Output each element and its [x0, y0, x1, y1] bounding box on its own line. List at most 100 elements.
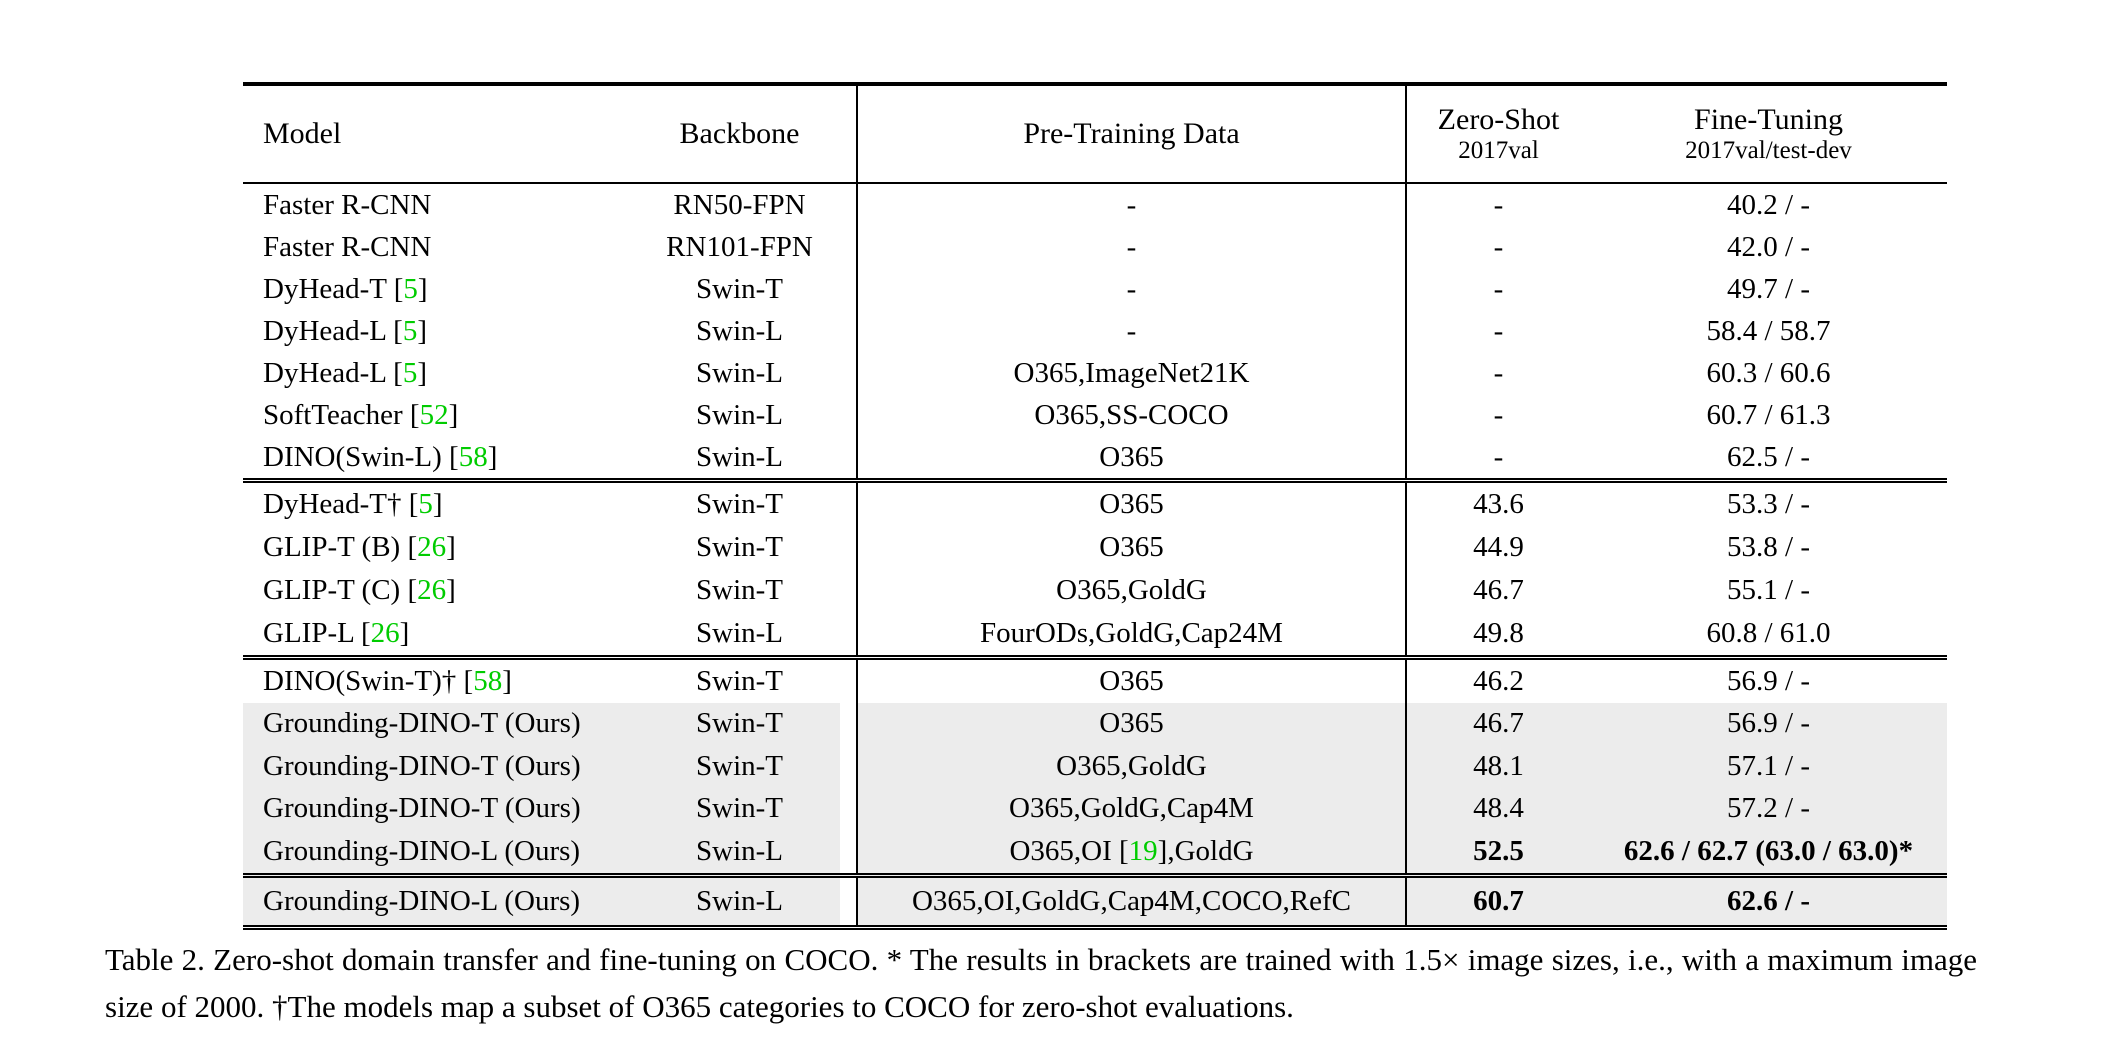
column-sublabel: 2017val [1458, 137, 1539, 164]
column-header-fine-tuning: Fine-Tuning 2017val/test-dev [1590, 84, 1947, 183]
zero-shot-cell: - [1405, 183, 1590, 226]
backbone-cell: Swin-L [623, 875, 857, 927]
pretrain-cell: O365,GoldG [856, 569, 1406, 612]
model-cell: DyHead-L [5] [263, 356, 428, 389]
table-row: DINO(Swin-T)† [58] Swin-T O365 46.2 56.9 / - [243, 657, 1947, 703]
table-row: DyHead-L [5] Swin-L O365,ImageNet21K - 60.3 … [243, 352, 1947, 394]
backbone-cell: Swin-T [696, 574, 783, 606]
table-row: DINO(Swin-L) [58] Swin-L O365- 62.5 / - [243, 436, 1947, 481]
model-cell: Grounding-DINO-T (Ours) [243, 787, 623, 830]
fine-tune-cell: 60.8 / 61.0 [1706, 617, 1831, 649]
fine-tune-cell: 55.1 / - [1727, 574, 1810, 606]
citation-ref: 52 [419, 398, 449, 431]
fine-tune-cell: 62.5 / - [1727, 440, 1810, 473]
backbone-cell: Swin-T [696, 531, 783, 563]
table-row: Faster R-CNN RN50-FPN - - 40.2 / - [243, 183, 1947, 226]
zero-shot-cell: 46.2 [1405, 657, 1590, 703]
model-cell: DyHead-T† [5] [263, 488, 443, 520]
pretrain-cell: O365,GoldG,Cap4M [856, 787, 1406, 830]
column-label: Zero-Shot [1437, 103, 1560, 136]
backbone-cell: Swin-T [696, 488, 783, 520]
pretrain-cell: O365 [856, 436, 1406, 481]
table-row: Grounding-DINO-L (Ours) Swin-L O365,OI,Gol… [243, 875, 1947, 927]
citation-ref: 5 [418, 488, 433, 520]
table-row: GLIP-T (B) [26] Swin-T O365 44.9 53.8 / - [243, 526, 1947, 569]
fine-tune-cell: 56.9 / - [1590, 702, 1947, 745]
table-row: DyHead-T [5] Swin-T - - 49.7 / - [243, 268, 1947, 310]
zero-shot-cell: - [1405, 226, 1590, 268]
citation-ref: 58 [458, 440, 488, 473]
column-header-backbone: Backbone [623, 84, 857, 183]
fine-tune-cell: 40.2 / - [1727, 188, 1810, 221]
table-section: DINO(Swin-T)† [58] Swin-T O365 46.2 56.9 / -… [243, 657, 1947, 875]
pretrain-cell: FourODs,GoldG,Cap24M [856, 612, 1406, 658]
table-row: Faster R-CNN RN101-FPN - - 42.0 / - [243, 226, 1947, 268]
zero-shot-cell: - [1405, 394, 1590, 436]
citation-ref: 26 [370, 617, 400, 649]
table-section: DyHead-T† [5] Swin-T O365 43.6 53.3 / - GLIP-… [243, 480, 1947, 658]
pretrain-cell: - [856, 226, 1406, 268]
table-row: GLIP-T (C) [26] Swin-T O365,GoldG 46.7 55.1 … [243, 569, 1947, 612]
zero-shot-cell: 52.5 [1405, 830, 1590, 875]
citation-ref: 19 [1128, 834, 1158, 867]
fine-tune-cell: 53.3 / - [1727, 488, 1810, 520]
backbone-cell: Swin-L [696, 440, 783, 473]
backbone-cell: Swin-L [696, 617, 783, 649]
backbone-cell: Swin-L [623, 830, 857, 875]
column-label: Pre-Training Data [1023, 117, 1240, 150]
model-cell: Faster R-CNN [263, 230, 432, 263]
model-cell: Grounding-DINO-L (Ours) [243, 875, 623, 927]
citation-ref: 26 [417, 574, 447, 606]
model-cell: SoftTeacher [52] [263, 398, 459, 431]
pretrain-cell: O365 [856, 702, 1406, 745]
table-header: Model Backbone Pre-Training Data Zero-Sh… [243, 84, 1947, 183]
fine-tune-cell: 62.6 / - [1590, 875, 1947, 927]
backbone-cell: Swin-T [623, 787, 857, 830]
column-header-zero-shot: Zero-Shot 2017val [1405, 84, 1590, 183]
model-cell: Faster R-CNN [263, 188, 432, 221]
zero-shot-cell: 48.4 [1405, 787, 1590, 830]
pretrain-cell: O365,SS-COCO [856, 394, 1406, 436]
zero-shot-cell: 46.7 [1405, 702, 1590, 745]
pretrain-cell: O365,OI,GoldG,Cap4M,COCO,RefC [856, 875, 1406, 927]
citation-ref: 58 [473, 664, 503, 697]
backbone-cell: Swin-L [696, 356, 783, 389]
model-cell: DINO(Swin-L) [58] [263, 440, 498, 473]
model-cell: GLIP-T (B) [26] [263, 531, 456, 563]
fine-tune-cell: 62.6 / 62.7 (63.0 / 63.0)* [1590, 830, 1947, 875]
backbone-cell: Swin-L [696, 398, 783, 431]
pretrain-cell: O365 [856, 480, 1406, 526]
table-row: Grounding-DINO-T (Ours) Swin-T O365,GoldG,… [243, 787, 1947, 830]
model-cell: GLIP-T (C) [26] [263, 574, 456, 606]
zero-shot-cell: - [1405, 436, 1590, 481]
pretrain-cell: O365,GoldG [856, 745, 1406, 788]
zero-shot-cell: 44.9 [1405, 526, 1590, 569]
fine-tune-cell: 53.8 / - [1727, 531, 1810, 563]
zero-shot-cell: 43.6 [1405, 480, 1590, 526]
backbone-cell: Swin-T [623, 702, 857, 745]
fine-tune-cell: 42.0 / - [1727, 230, 1810, 263]
table-caption: Table 2. Zero-shot domain transfer and f… [105, 942, 1977, 1024]
fine-tune-cell: 58.4 / 58.7 [1706, 314, 1831, 347]
backbone-cell: Swin-T [696, 272, 783, 305]
table-section: Grounding-DINO-L (Ours) Swin-L O365,OI,Gol… [243, 875, 1947, 927]
model-cell: GLIP-L [26] [263, 617, 410, 649]
zero-shot-cell: 49.8 [1405, 612, 1590, 658]
paper-table: Model Backbone Pre-Training Data Zero-Sh… [243, 82, 1947, 930]
pretrain-cell: O365 [856, 657, 1406, 703]
table-row: DyHead-T† [5] Swin-T O365 43.6 53.3 / - [243, 480, 1947, 526]
fine-tune-cell: 56.9 / - [1727, 664, 1810, 697]
zero-shot-cell: 46.7 [1405, 569, 1590, 612]
column-sublabel: 2017val/test-dev [1685, 137, 1852, 164]
model-cell: Grounding-DINO-T (Ours) [243, 702, 623, 745]
table-row: GLIP-L [26] Swin-L FourODs,GoldG,Cap24M 49.… [243, 612, 1947, 658]
zero-shot-cell: - [1405, 310, 1590, 352]
backbone-cell: Swin-T [696, 664, 783, 697]
citation-ref: 5 [402, 356, 418, 389]
zero-shot-cell: 60.7 [1405, 875, 1590, 927]
fine-tune-cell: 49.7 / - [1727, 272, 1810, 305]
fine-tune-cell: 60.7 / 61.3 [1706, 398, 1831, 431]
zero-shot-cell: - [1405, 352, 1590, 394]
table-header-row: Model Backbone Pre-Training Data Zero-Sh… [243, 84, 1947, 183]
